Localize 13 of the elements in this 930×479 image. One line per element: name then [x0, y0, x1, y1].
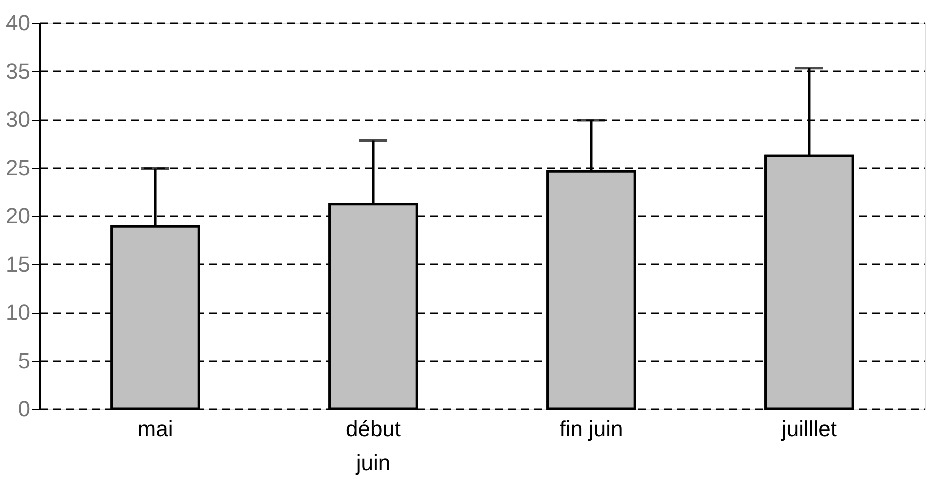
- y-tick-label: 35: [6, 58, 30, 84]
- y-tick-label: 10: [6, 300, 30, 325]
- x-tick-label: fin juin: [560, 416, 624, 442]
- y-tick-label: 40: [6, 10, 30, 36]
- y-tick-label: 0: [18, 396, 30, 422]
- y-tick-label: 25: [6, 155, 30, 180]
- x-tick-label: juilllet: [780, 416, 837, 442]
- x-tick-label: mai: [138, 416, 174, 442]
- y-tick-label: 5: [18, 348, 30, 374]
- y-tick-label: 30: [6, 107, 30, 132]
- x-tick-label: début juin: [346, 416, 402, 476]
- y-tick-label: 20: [6, 204, 30, 228]
- y-tick-label: 15: [6, 252, 30, 277]
